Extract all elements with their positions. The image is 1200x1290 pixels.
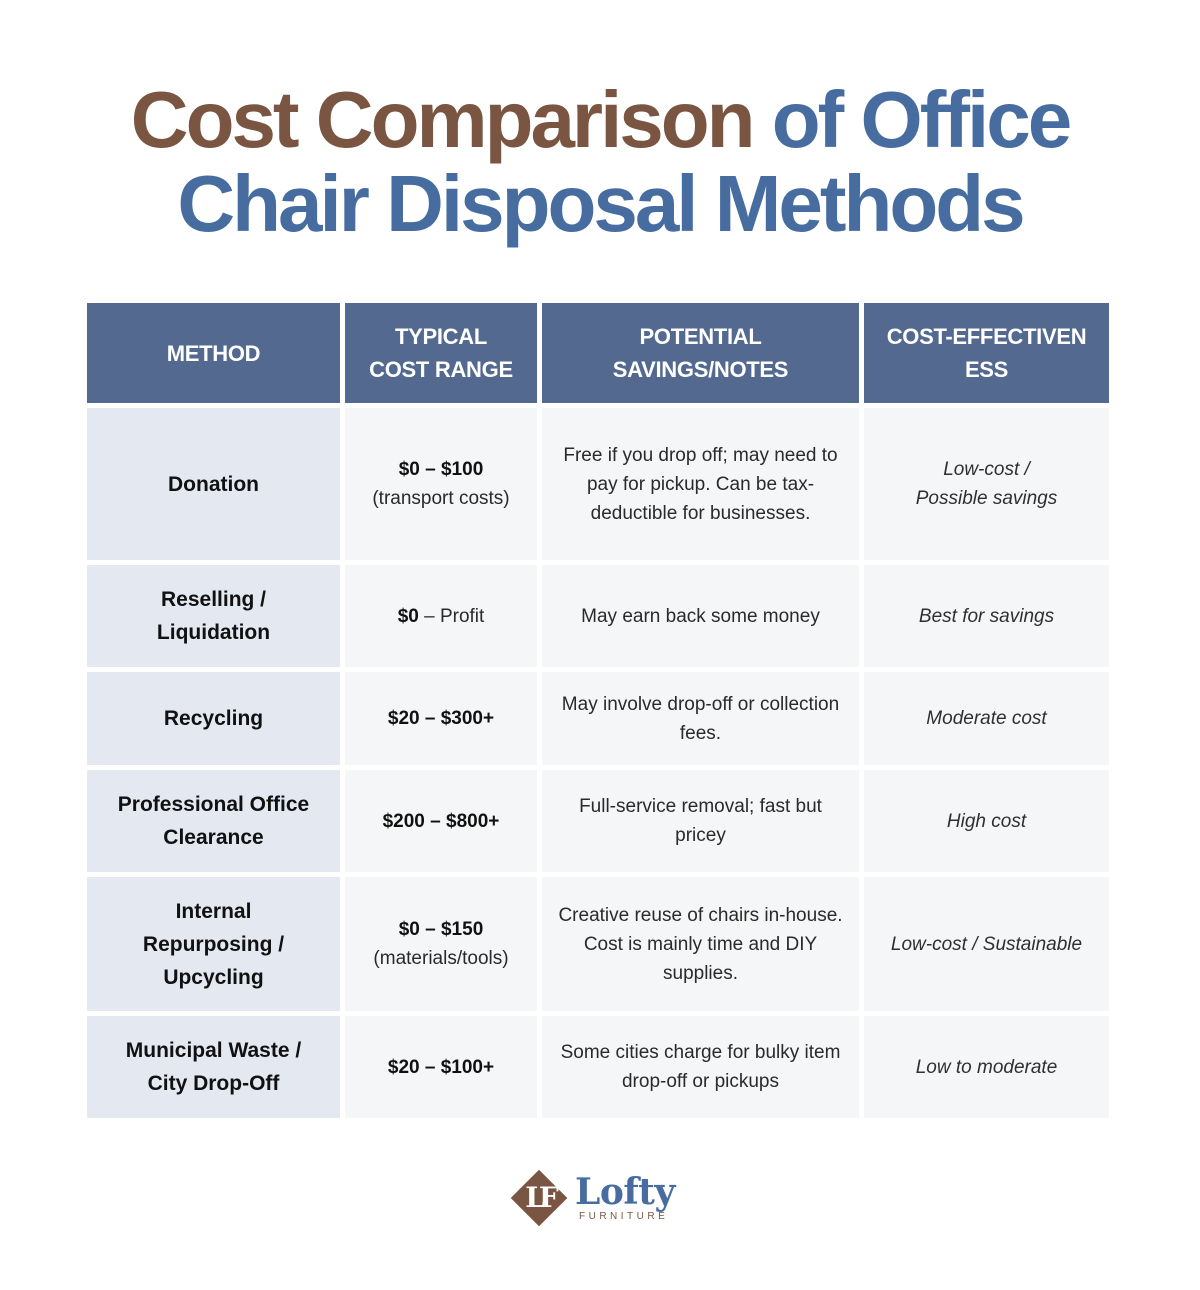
cost-cell: $0 – $150 (materials/tools) bbox=[345, 877, 537, 1011]
title-part-brown: Cost Comparison bbox=[130, 75, 756, 164]
table-row: Internal Repurposing / Upcycling $0 – $1… bbox=[87, 877, 1109, 1011]
method-cell: Donation bbox=[87, 408, 340, 560]
header-potential-savings-notes: POTENTIAL SAVINGS/NOTES bbox=[542, 303, 859, 403]
title-part-blue: of Office bbox=[771, 75, 1072, 164]
logo-tagline: FURNITURE bbox=[579, 1211, 669, 1222]
method-cell: Internal Repurposing / Upcycling bbox=[87, 877, 340, 1011]
effectiveness-cell: Best for savings bbox=[864, 565, 1109, 667]
method-cell: Reselling / Liquidation bbox=[87, 565, 340, 667]
cost-range: $0 – $100 bbox=[398, 459, 484, 480]
cost-cell: $20 – $300+ bbox=[345, 672, 537, 765]
notes-cell: Creative reuse of chairs in-house. Cost … bbox=[542, 877, 859, 1011]
notes-cell: Full-service removal; fast but pricey bbox=[542, 770, 859, 872]
method-cell: Professional Office Clearance bbox=[87, 770, 340, 872]
table-row: Donation $0 – $100 (transport costs) Fre… bbox=[87, 408, 1109, 560]
comparison-table: METHOD TYPICAL COST RANGE POTENTIAL SAVI… bbox=[82, 298, 1114, 1123]
cost-note: (materials/tools) bbox=[373, 948, 509, 969]
cost-cell: $200 – $800+ bbox=[345, 770, 537, 872]
notes-cell: May earn back some money bbox=[542, 565, 859, 667]
logo-monogram: LF bbox=[525, 1181, 559, 1214]
table-header-row: METHOD TYPICAL COST RANGE POTENTIAL SAVI… bbox=[87, 303, 1109, 403]
cost-range: $20 – $300+ bbox=[387, 708, 495, 729]
cost-note: (transport costs) bbox=[372, 488, 510, 509]
cost-suffix: – Profit bbox=[418, 605, 485, 627]
cost-cell: $0 – Profit bbox=[345, 565, 537, 667]
logo-name: Lofty bbox=[575, 1171, 675, 1213]
table-row: Recycling $20 – $300+ May involve drop-o… bbox=[87, 672, 1109, 765]
page-title: Cost Comparison of Office Chair Disposal… bbox=[0, 78, 1200, 246]
table-row: Reselling / Liquidation $0 – Profit May … bbox=[87, 565, 1109, 667]
lofty-furniture-logo: LF Lofty FURNITURE bbox=[510, 1168, 703, 1230]
notes-cell: Some cities charge for bulky item drop-o… bbox=[542, 1016, 859, 1118]
effectiveness-cell: Low to moderate bbox=[864, 1016, 1109, 1118]
cost-range: $0 bbox=[397, 605, 419, 627]
effectiveness-cell: Low-cost / Possible savings bbox=[864, 408, 1109, 560]
cost-range: $20 – $100+ bbox=[387, 1056, 495, 1078]
cost-cell: $0 – $100 (transport costs) bbox=[345, 408, 537, 560]
effectiveness-cell: Low-cost / Sustainable bbox=[864, 877, 1109, 1011]
header-method: METHOD bbox=[87, 303, 340, 403]
table-row: Professional Office Clearance $200 – $80… bbox=[87, 770, 1109, 872]
cost-range: $0 – $150 bbox=[398, 919, 484, 940]
cost-range: $200 – $800+ bbox=[382, 810, 500, 832]
effectiveness-cell: Moderate cost bbox=[864, 672, 1109, 765]
method-cell: Recycling bbox=[87, 672, 340, 765]
header-typical-cost-range: TYPICAL COST RANGE bbox=[345, 303, 537, 403]
table-row: Municipal Waste / City Drop-Off $20 – $1… bbox=[87, 1016, 1109, 1118]
notes-cell: Free if you drop off; may need to pay fo… bbox=[542, 408, 859, 560]
header-cost-effectiveness: COST-EFFECTIVENESS bbox=[864, 303, 1109, 403]
notes-cell: May involve drop-off or collection fees. bbox=[542, 672, 859, 765]
title-line-2: Chair Disposal Methods bbox=[177, 159, 1025, 248]
cost-cell: $20 – $100+ bbox=[345, 1016, 537, 1118]
method-cell: Municipal Waste / City Drop-Off bbox=[87, 1016, 340, 1118]
effectiveness-cell: High cost bbox=[864, 770, 1109, 872]
